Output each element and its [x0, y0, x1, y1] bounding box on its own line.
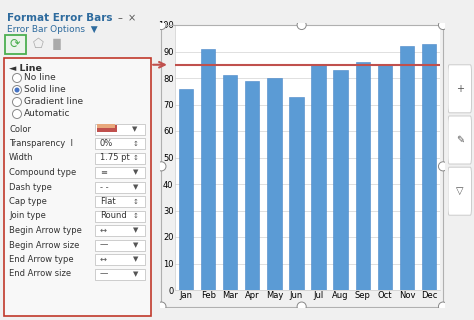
- Text: Join type: Join type: [9, 212, 46, 220]
- FancyBboxPatch shape: [94, 268, 145, 279]
- Circle shape: [15, 87, 19, 92]
- Text: —: —: [100, 241, 109, 250]
- Text: Round: Round: [100, 212, 127, 220]
- FancyBboxPatch shape: [97, 125, 117, 132]
- Text: ⟳: ⟳: [10, 37, 20, 51]
- Text: ↔: ↔: [100, 226, 107, 235]
- Text: End Arrow size: End Arrow size: [9, 269, 71, 278]
- Text: Format Error Bars: Format Error Bars: [7, 13, 112, 23]
- FancyBboxPatch shape: [4, 35, 26, 53]
- Text: Gradient line: Gradient line: [24, 98, 83, 107]
- FancyBboxPatch shape: [94, 254, 145, 265]
- Text: ▼: ▼: [133, 184, 138, 190]
- FancyBboxPatch shape: [94, 138, 145, 149]
- FancyBboxPatch shape: [97, 124, 115, 128]
- Text: - -: - -: [100, 182, 109, 191]
- Text: 1.75 pt: 1.75 pt: [100, 154, 130, 163]
- Text: 0%: 0%: [100, 139, 113, 148]
- Bar: [289, 97, 304, 290]
- Bar: [201, 49, 215, 290]
- Text: Begin Arrow type: Begin Arrow type: [9, 226, 82, 235]
- Text: Solid line: Solid line: [24, 85, 66, 94]
- Circle shape: [438, 20, 447, 29]
- FancyBboxPatch shape: [448, 116, 472, 164]
- Text: Flat: Flat: [100, 197, 116, 206]
- Text: Error Bar Options  ▼: Error Bar Options ▼: [7, 25, 98, 34]
- FancyBboxPatch shape: [4, 58, 151, 316]
- Text: Begin Arrow size: Begin Arrow size: [9, 241, 79, 250]
- Text: Automatic: Automatic: [24, 109, 71, 118]
- Bar: [333, 70, 348, 290]
- Circle shape: [297, 20, 306, 29]
- Bar: [400, 46, 414, 290]
- Text: Compound type: Compound type: [9, 168, 76, 177]
- Text: Dash type: Dash type: [9, 182, 52, 191]
- FancyBboxPatch shape: [448, 65, 472, 113]
- Text: End Arrow type: End Arrow type: [9, 255, 73, 264]
- FancyBboxPatch shape: [448, 167, 472, 215]
- Circle shape: [438, 162, 447, 171]
- Text: Transparency  I: Transparency I: [9, 139, 73, 148]
- FancyBboxPatch shape: [94, 124, 145, 134]
- Bar: [245, 81, 259, 290]
- Text: ▼: ▼: [133, 242, 138, 248]
- FancyBboxPatch shape: [94, 196, 145, 207]
- Text: ▽: ▽: [456, 186, 464, 196]
- Text: No line: No line: [24, 74, 56, 83]
- Text: –: –: [118, 13, 123, 23]
- Bar: [179, 89, 193, 290]
- Circle shape: [438, 302, 447, 311]
- Bar: [311, 65, 326, 290]
- FancyBboxPatch shape: [94, 167, 145, 178]
- Circle shape: [12, 109, 21, 118]
- Text: ◄ Line: ◄ Line: [9, 64, 42, 73]
- FancyBboxPatch shape: [94, 239, 145, 251]
- Bar: [356, 62, 370, 290]
- Text: —: —: [100, 269, 109, 278]
- FancyBboxPatch shape: [94, 225, 145, 236]
- Bar: [223, 75, 237, 290]
- Text: +: +: [456, 84, 464, 94]
- Text: ▼: ▼: [133, 170, 138, 175]
- Text: ▼: ▼: [133, 271, 138, 277]
- Text: ⬠: ⬠: [33, 37, 44, 51]
- Text: ↕: ↕: [133, 198, 139, 204]
- Bar: [422, 44, 436, 290]
- Text: Cap type: Cap type: [9, 197, 47, 206]
- Text: ▐▌: ▐▌: [48, 38, 65, 50]
- FancyBboxPatch shape: [94, 211, 145, 221]
- Text: ↔: ↔: [100, 255, 107, 264]
- Circle shape: [157, 302, 166, 311]
- Text: ▼: ▼: [132, 126, 137, 132]
- Circle shape: [157, 162, 166, 171]
- Text: ↕: ↕: [133, 213, 139, 219]
- Circle shape: [157, 20, 166, 29]
- FancyBboxPatch shape: [94, 153, 145, 164]
- Text: ↕: ↕: [133, 140, 139, 147]
- Bar: [378, 65, 392, 290]
- Text: ≡: ≡: [100, 168, 107, 177]
- Text: ×: ×: [128, 13, 136, 23]
- Text: ✎: ✎: [456, 135, 464, 145]
- Text: Color: Color: [9, 124, 31, 133]
- Bar: [267, 78, 282, 290]
- Circle shape: [12, 98, 21, 107]
- Text: ↕: ↕: [133, 155, 139, 161]
- Text: ▼: ▼: [133, 228, 138, 234]
- Circle shape: [12, 74, 21, 83]
- Text: Width: Width: [9, 154, 34, 163]
- Circle shape: [12, 85, 21, 94]
- Text: ▼: ▼: [133, 257, 138, 262]
- FancyBboxPatch shape: [94, 181, 145, 193]
- Circle shape: [297, 302, 306, 311]
